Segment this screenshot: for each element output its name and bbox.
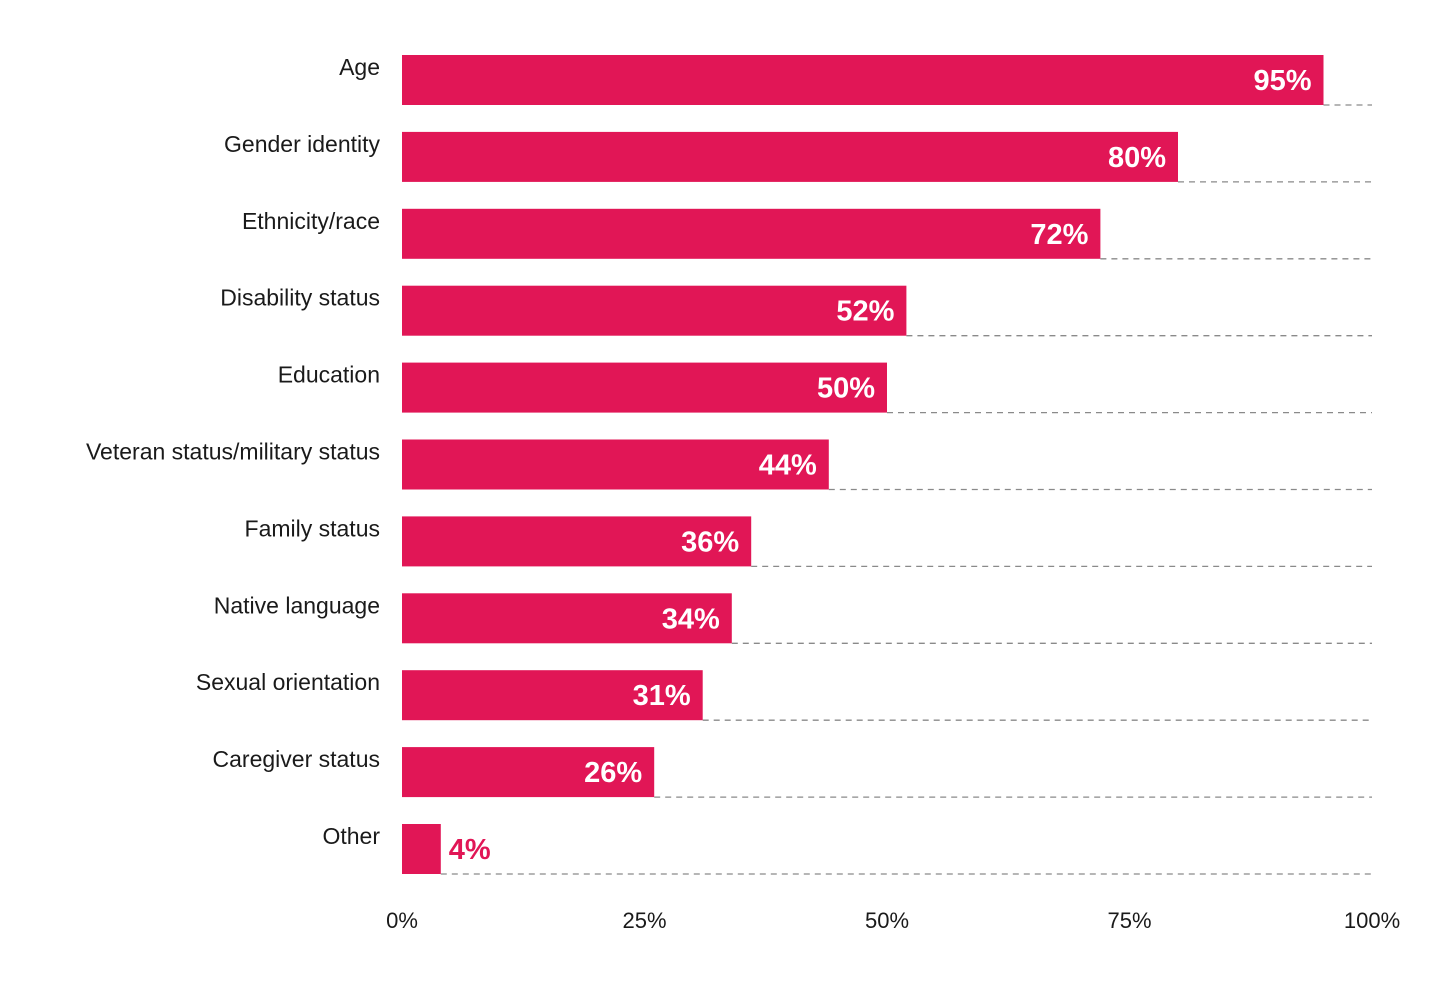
category-label: Other xyxy=(322,823,380,849)
bar xyxy=(402,131,1178,182)
category-label: Disability status xyxy=(220,285,380,311)
value-label: 95% xyxy=(1253,65,1311,97)
bar xyxy=(402,55,1324,105)
category-labels: Age Gender identity Ethnicity/race Disabili… xyxy=(86,54,381,849)
bar xyxy=(402,285,907,336)
x-tick-label: 50% xyxy=(865,908,909,933)
value-label: 4% xyxy=(449,834,491,866)
value-label: 52% xyxy=(836,296,894,328)
value-label: 26% xyxy=(584,757,642,789)
value-label: 72% xyxy=(1030,219,1088,251)
category-label: Ethnicity/race xyxy=(242,208,380,234)
bar xyxy=(402,362,887,413)
category-label: Caregiver status xyxy=(213,746,380,772)
bar xyxy=(402,516,752,567)
bar xyxy=(402,208,1101,259)
guide-lines xyxy=(440,104,1372,875)
x-tick-label: 25% xyxy=(622,908,666,933)
x-axis-ticks: 0% 25% 50% 75% 100% xyxy=(386,908,1400,933)
category-label: Veteran status/military status xyxy=(86,439,380,465)
category-label: Age xyxy=(339,54,380,80)
value-label: 50% xyxy=(817,373,875,405)
bar xyxy=(402,824,441,874)
category-label: Family status xyxy=(245,515,380,541)
value-label: 80% xyxy=(1108,142,1166,174)
bar xyxy=(402,670,703,721)
value-label: 34% xyxy=(662,603,720,635)
bar xyxy=(402,747,655,798)
x-tick-label: 0% xyxy=(386,908,418,933)
bars xyxy=(402,55,1324,874)
value-label: 36% xyxy=(681,526,739,558)
x-tick-label: 75% xyxy=(1107,908,1151,933)
x-tick-label: 100% xyxy=(1344,908,1400,933)
bar xyxy=(402,439,829,490)
value-label: 31% xyxy=(633,680,691,712)
bar xyxy=(402,593,732,644)
category-label: Education xyxy=(278,362,380,388)
value-label: 44% xyxy=(759,450,817,482)
value-labels: 95% 80% 72% 52% 50% 44% 36% 34% 31% 26% 4% xyxy=(449,65,1312,866)
category-label: Native language xyxy=(214,592,380,618)
category-label: Sexual orientation xyxy=(196,669,380,695)
category-label: Gender identity xyxy=(224,131,380,157)
